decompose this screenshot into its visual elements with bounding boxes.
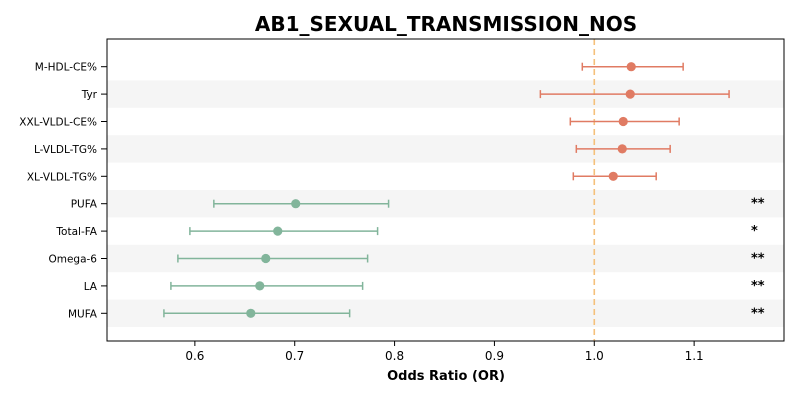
row-stripes [107, 80, 784, 327]
x-tick-label: 1.1 [685, 349, 704, 363]
y-tick-label: Total-FA [55, 226, 97, 238]
x-tick-label: 1.0 [585, 349, 604, 363]
forest-row: XXL-VLDL-CE% [19, 116, 680, 129]
y-tick-label: XXL-VLDL-CE% [19, 117, 97, 129]
y-tick-label: XL-VLDL-TG% [27, 171, 97, 183]
x-tick-label: 0.8 [385, 349, 404, 363]
significance-marker: ** [751, 306, 765, 321]
or-point [608, 171, 618, 181]
forest-rows: M-HDL-CE% Tyr XXL-VLDL-CE% L-VLDL-TG% XL-VLD… [19, 62, 765, 322]
or-point [273, 226, 283, 236]
or-point [617, 144, 627, 154]
chart-title: AB1_SEXUAL_TRANSMISSION_NOS [255, 12, 637, 36]
x-axis-label: Odds Ratio (OR) [387, 369, 505, 384]
or-point [246, 308, 256, 318]
forest-row: MUFA ** [68, 306, 765, 321]
y-tick-label: MUFA [68, 308, 98, 320]
or-point [261, 253, 271, 264]
forest-row: LA ** [84, 279, 765, 294]
or-point [625, 89, 635, 99]
y-tick-label: Tyr [81, 89, 98, 101]
y-tick-label: PUFA [71, 199, 98, 211]
significance-marker: ** [751, 252, 765, 267]
y-tick-label: LA [84, 281, 98, 293]
plot-frame [106, 38, 785, 342]
forest-row: L-VLDL-TG% [34, 144, 671, 156]
significance-marker: * [751, 224, 758, 239]
y-tick-label: M-HDL-CE% [35, 62, 97, 74]
x-tick-label: 0.9 [485, 349, 504, 363]
forest-row: PUFA ** [71, 197, 765, 212]
y-tick-label: L-VLDL-TG% [34, 144, 97, 156]
or-point [255, 281, 265, 291]
or-point [291, 199, 301, 209]
y-tick-label: Omega-6 [48, 254, 97, 266]
row-stripe [107, 190, 784, 218]
forest-row: Tyr [81, 89, 730, 101]
row-stripe [107, 135, 784, 163]
forest-row: M-HDL-CE% [35, 62, 684, 74]
or-point [626, 62, 636, 72]
forest-row: Omega-6 ** [48, 252, 764, 267]
significance-marker: ** [751, 197, 765, 212]
forest-row: XL-VLDL-TG% [27, 171, 657, 183]
or-point [618, 116, 628, 127]
x-axis: 0.6 0.7 0.8 0.9 1.0 1.1 [185, 341, 704, 363]
forest-row: Total-FA * [55, 224, 758, 239]
x-tick-label: 0.7 [285, 349, 304, 363]
significance-marker: ** [751, 279, 765, 294]
x-tick-label: 0.6 [185, 349, 204, 363]
